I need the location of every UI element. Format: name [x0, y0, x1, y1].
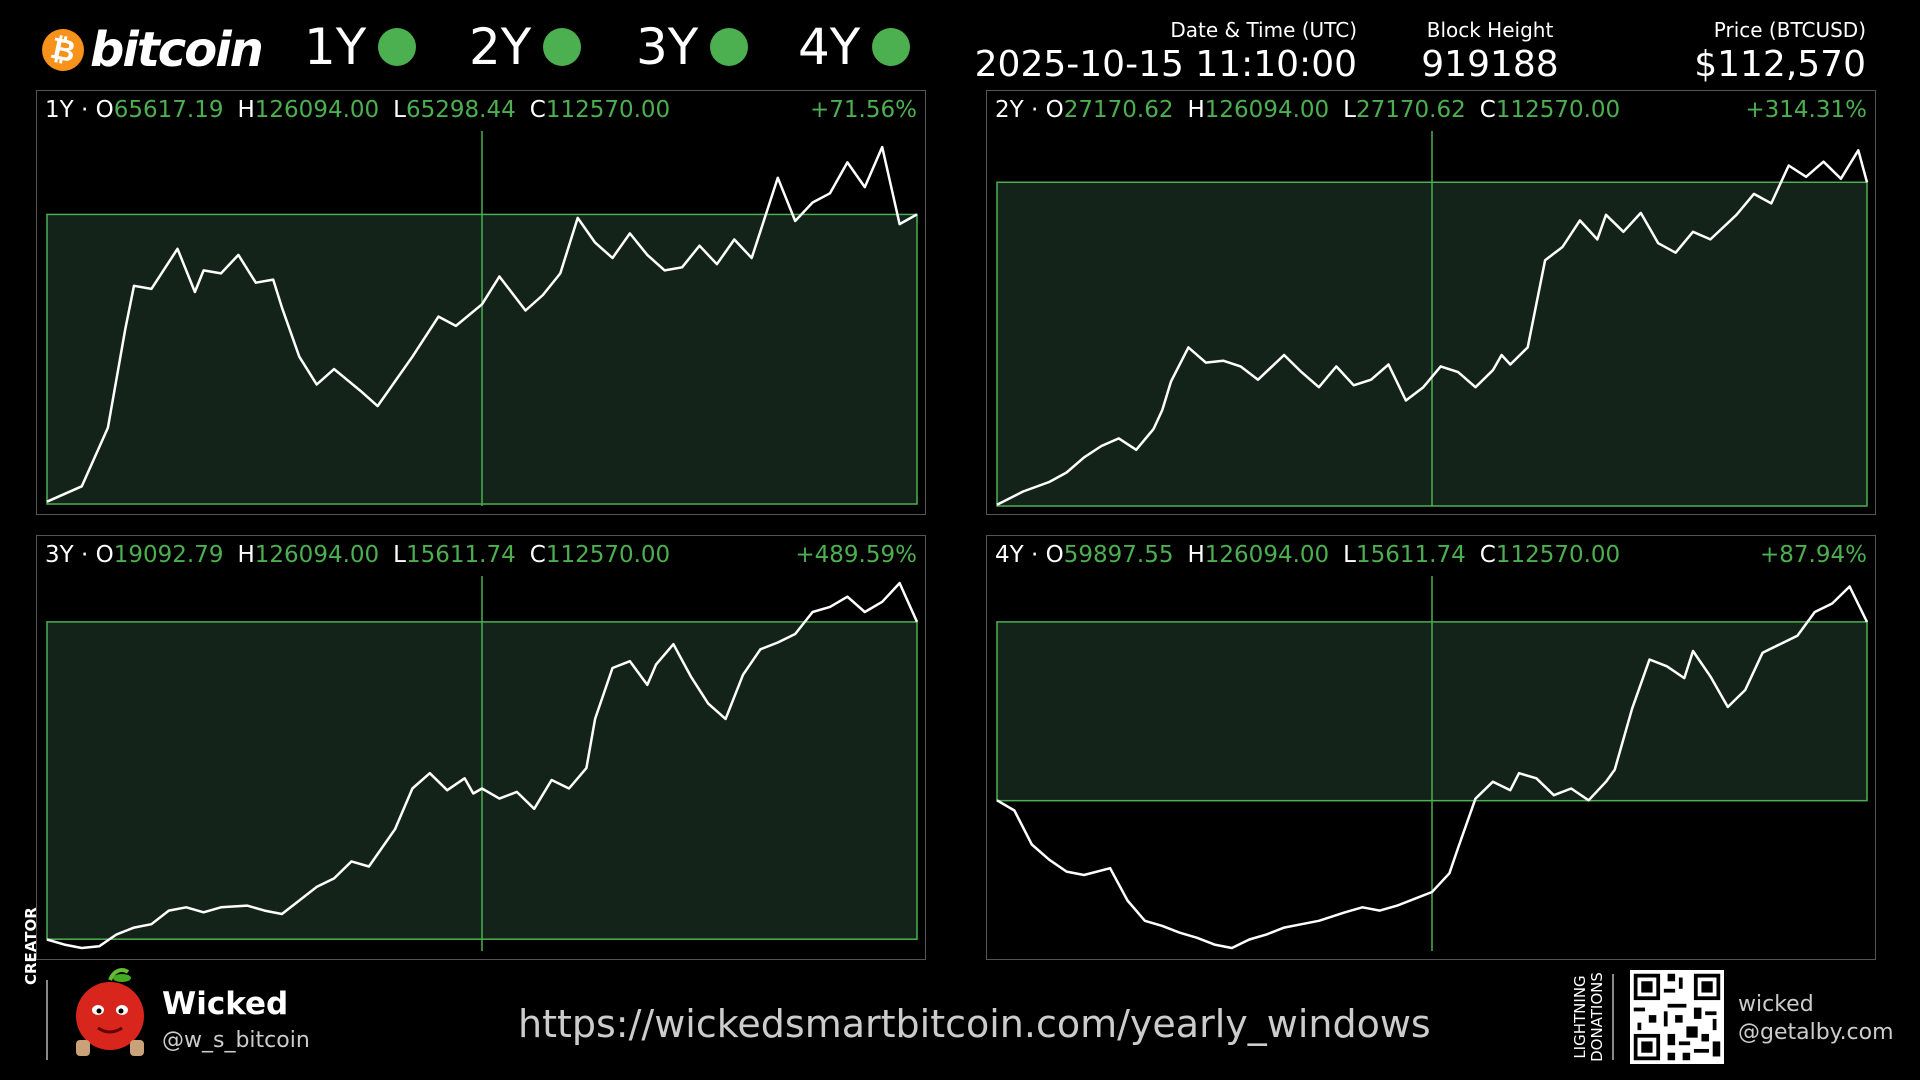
panel-label: 1Y	[45, 97, 74, 123]
datetime-label: Date & Time (UTC)	[1170, 18, 1357, 42]
lightning-label-line: DONATIONS	[1588, 972, 1606, 1062]
price-info: Price (BTCUSD) $112,570	[1694, 18, 1866, 85]
status-dot-icon	[710, 28, 749, 66]
high-value: 126094.00	[1204, 97, 1330, 123]
creator-handle[interactable]: @w_s_bitcoin	[162, 1028, 310, 1053]
panel-label: 4Y	[995, 542, 1024, 568]
bitcoin-icon: ₿	[38, 25, 88, 75]
lightning-label: LIGHTNING DONATIONS	[1571, 972, 1606, 1062]
close-value: 112570.00	[545, 97, 671, 123]
status-dot-icon	[872, 28, 911, 66]
low-value: 15611.74	[1356, 542, 1466, 568]
open-value: 65617.19	[113, 97, 224, 123]
price-line	[46, 145, 918, 503]
period-label: 2Y	[469, 18, 532, 76]
change-value: +87.94%	[1760, 542, 1867, 568]
avatar-apple-icon	[76, 968, 144, 1056]
high-value: 126094.00	[254, 542, 380, 568]
low-value: 65298.44	[406, 97, 516, 123]
period-label: 1Y	[304, 18, 367, 76]
period-2y: 2Y	[469, 18, 582, 76]
lightning-label-line: LIGHTNING	[1571, 975, 1589, 1059]
page-url[interactable]: https://wickedsmartbitcoin.com/yearly_wi…	[518, 1002, 1431, 1046]
price-label: Price (BTCUSD)	[1713, 18, 1866, 42]
open-value: 27170.62	[1063, 97, 1174, 123]
datetime-info: Date & Time (UTC) 2025-10-15 11:10:00	[975, 18, 1357, 85]
panel-header: 2Y · O27170.62 H126094.00 L27170.62 C112570…	[995, 97, 1867, 123]
chart-panel-3y: 3Y · O19092.79 H126094.00 L15611.74 C112570…	[36, 535, 926, 960]
low-value: 15611.74	[406, 542, 516, 568]
period-4y: 4Y	[798, 18, 911, 76]
block-value: 919188	[1421, 44, 1559, 85]
change-value: +71.56%	[810, 97, 917, 123]
open-value: 59897.55	[1063, 542, 1174, 568]
qr-code-icon[interactable]	[1630, 970, 1724, 1064]
block-label: Block Height	[1426, 18, 1554, 42]
close-value: 112570.00	[1495, 542, 1621, 568]
chart-panel-1y: 1Y · O65617.19 H126094.00 L65298.44 C112570…	[36, 90, 926, 515]
logo-text: bitcoin	[90, 22, 264, 78]
bitcoin-logo: ₿ bitcoin	[38, 22, 264, 78]
datetime-value: 2025-10-15 11:10:00	[974, 44, 1357, 85]
panel-header: 3Y · O19092.79 H126094.00 L15611.74 C112570…	[45, 542, 917, 568]
panel-header: 4Y · O59897.55 H126094.00 L15611.74 C112570…	[995, 542, 1867, 568]
open-value: 19092.79	[113, 542, 224, 568]
panel-label: 3Y	[45, 542, 74, 568]
low-value: 27170.62	[1356, 97, 1466, 123]
status-dot-icon	[543, 28, 582, 66]
divider	[46, 980, 48, 1060]
change-value: +489.59%	[795, 542, 917, 568]
creator-name: Wicked	[162, 986, 289, 1022]
high-value: 126094.00	[254, 97, 380, 123]
lightning-name: wicked	[1738, 992, 1814, 1017]
high-value: 126094.00	[1204, 542, 1330, 568]
price-line	[996, 149, 1869, 506]
change-value: +314.31%	[1745, 97, 1867, 123]
lightning-address[interactable]: @getalby.com	[1738, 1020, 1894, 1045]
period-label: 3Y	[636, 18, 699, 76]
chart-svg	[46, 576, 919, 951]
close-value: 112570.00	[1495, 97, 1621, 123]
chart-svg	[996, 131, 1869, 507]
chart-panel-4y: 4Y · O59897.55 H126094.00 L15611.74 C112570…	[986, 535, 1876, 960]
period-3y: 3Y	[636, 18, 749, 76]
price-value: $112,570	[1694, 44, 1866, 85]
status-dot-icon	[378, 28, 417, 66]
chart-panel-2y: 2Y · O27170.62 H126094.00 L27170.62 C112570…	[986, 90, 1876, 515]
panel-label: 2Y	[995, 97, 1024, 123]
block-info: Block Height 919188	[1390, 18, 1590, 85]
period-1y: 1Y	[304, 18, 417, 76]
price-line	[996, 585, 1869, 950]
close-value: 112570.00	[545, 542, 671, 568]
price-line	[46, 581, 919, 950]
divider	[1612, 974, 1614, 1060]
chart-svg	[996, 576, 1869, 951]
chart-svg	[46, 131, 918, 506]
period-label: 4Y	[798, 18, 861, 76]
creator-label: CREATOR	[22, 907, 40, 985]
panel-header: 1Y · O65617.19 H126094.00 L65298.44 C112570…	[45, 97, 917, 123]
